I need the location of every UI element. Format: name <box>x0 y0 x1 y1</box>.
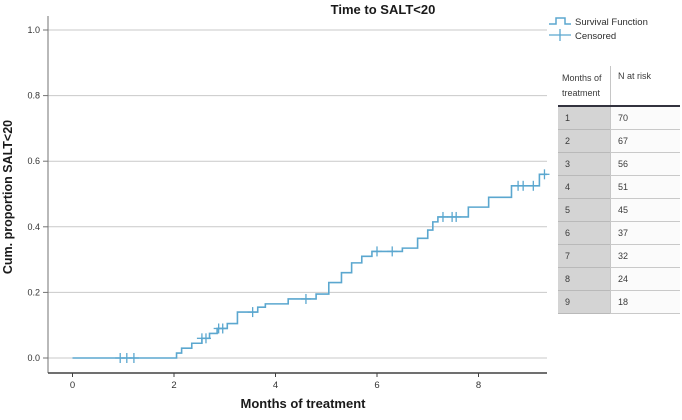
risk-table-n-cell: 70 <box>610 106 680 130</box>
legend-item-censored: Censored <box>548 28 648 46</box>
risk-table-n-cell: 45 <box>610 198 680 222</box>
y-tick-label: 0.6 <box>27 156 40 166</box>
risk-table-month-cell: 1 <box>558 106 610 130</box>
risk-table-month-cell: 7 <box>558 244 610 268</box>
y-tick-label: 1.0 <box>27 25 40 35</box>
risk-table-month-cell: 9 <box>558 290 610 314</box>
risk-table-n-cell: 32 <box>610 244 680 268</box>
survival-step-curve <box>72 173 548 359</box>
n-at-risk-table: Months of treatment N at risk 1 70 2 67 3 56 4… <box>558 66 680 314</box>
risk-table-row: 6 37 <box>558 221 680 245</box>
legend-label: Survival Function <box>575 17 648 28</box>
risk-table-body: 1 70 2 67 3 56 4 51 5 45 6 37 7 32 8 24 9 18 <box>558 106 680 314</box>
risk-table-n-cell: 24 <box>610 267 680 291</box>
risk-table-row: 2 67 <box>558 129 680 153</box>
risk-table-n-cell: 67 <box>610 129 680 153</box>
risk-table-header: Months of treatment N at risk <box>558 66 680 107</box>
x-axis-title: Months of treatment <box>240 396 366 411</box>
legend-item-survival-function: Survival Function <box>548 16 648 29</box>
risk-table-row: 3 56 <box>558 152 680 176</box>
legend-label: Censored <box>575 31 617 42</box>
y-axis-title: Cum. proportion SALT<20 <box>1 119 15 275</box>
risk-table-n-cell: 51 <box>610 175 680 199</box>
risk-table-n-cell: 37 <box>610 221 680 245</box>
x-tick-label: 2 <box>171 380 176 391</box>
risk-table-row: 1 70 <box>558 106 680 130</box>
risk-table-month-cell: 4 <box>558 175 610 199</box>
risk-table-row: 9 18 <box>558 290 680 314</box>
chart-title: Time to SALT<20 <box>330 2 436 17</box>
y-tick-label: 0.8 <box>27 91 40 101</box>
risk-table-month-cell: 5 <box>558 198 610 222</box>
risk-table-row: 4 51 <box>558 175 680 199</box>
x-tick-label: 6 <box>374 380 379 391</box>
risk-table-month-cell: 3 <box>558 152 610 176</box>
y-tick-label: 0.2 <box>27 287 40 297</box>
risk-table-n-cell: 18 <box>610 290 680 314</box>
x-tick-label: 4 <box>273 380 278 391</box>
risk-table-month-cell: 2 <box>558 129 610 153</box>
risk-table-month-cell: 6 <box>558 221 610 245</box>
risk-table-header-months: Months of treatment <box>562 73 602 99</box>
risk-table-row: 8 24 <box>558 267 680 291</box>
risk-table-row: 7 32 <box>558 244 680 268</box>
risk-table-n-cell: 56 <box>610 152 680 176</box>
risk-table-row: 5 45 <box>558 198 680 222</box>
risk-table-month-cell: 8 <box>558 267 610 291</box>
y-tick-label: 0.4 <box>27 222 40 232</box>
step-line-icon <box>548 14 572 32</box>
x-tick-label: 0 <box>70 380 75 391</box>
plus-icon <box>548 28 572 46</box>
risk-table-header-n-at-risk: N at risk <box>610 66 680 105</box>
chart-legend: Survival Function Censored <box>548 16 648 43</box>
x-tick-label: 8 <box>476 380 481 391</box>
y-tick-label: 0.0 <box>27 353 40 363</box>
